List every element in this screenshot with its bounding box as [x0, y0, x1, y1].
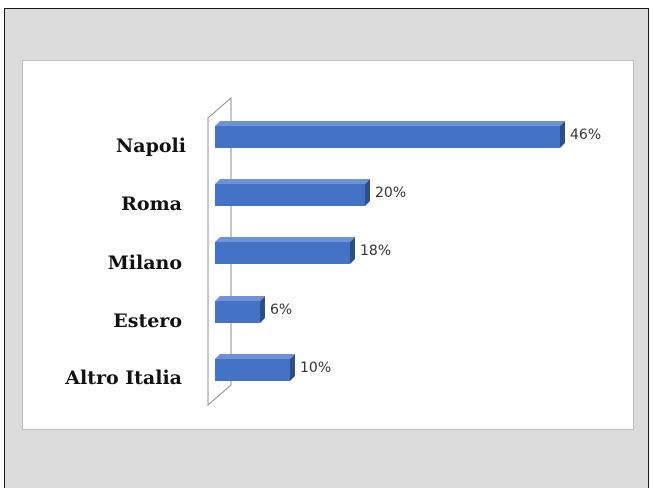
bar-row-milano: Milano 18% [108, 237, 391, 274]
bar-top-roma [215, 179, 370, 184]
bar-altro-italia [215, 359, 290, 381]
bar-row-estero: Estero 6% [113, 296, 292, 332]
bar-top-milano [215, 237, 355, 242]
category-label-roma: Roma [121, 193, 182, 215]
bar-milano [215, 242, 350, 264]
bar-row-altro-italia: Altro Italia 10% [64, 354, 331, 389]
bar-roma [215, 184, 365, 206]
bar-row-roma: Roma 20% [121, 179, 406, 215]
bar-estero [215, 301, 260, 323]
category-label-estero: Estero [113, 310, 182, 332]
value-label-napoli: 46% [570, 127, 601, 143]
bar-napoli [215, 126, 560, 148]
category-label-napoli: Napoli [116, 135, 186, 157]
bar-top-altro-italia [215, 354, 295, 359]
bar-top-napoli [215, 121, 565, 126]
bar-row-napoli: Napoli 46% [116, 121, 601, 157]
category-label-altro-italia: Altro Italia [64, 367, 182, 389]
category-label-milano: Milano [108, 252, 182, 274]
bar-top-estero [215, 296, 265, 301]
value-label-estero: 6% [270, 302, 292, 318]
value-label-milano: 18% [360, 243, 391, 259]
value-label-altro-italia: 10% [300, 360, 331, 376]
value-label-roma: 20% [375, 185, 406, 201]
